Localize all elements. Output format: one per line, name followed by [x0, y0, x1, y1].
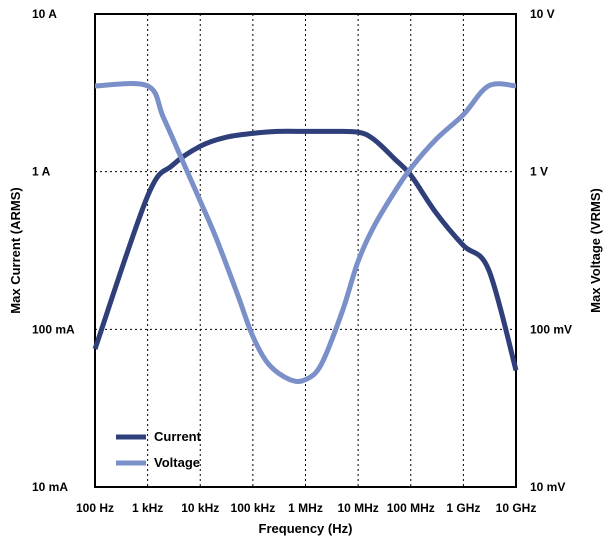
x-tick-label: 10 GHz	[496, 501, 537, 515]
y-left-tick-label: 10 mA	[32, 480, 68, 494]
plot-frame	[94, 13, 517, 488]
x-tick-label: 10 kHz	[181, 501, 219, 515]
y-left-tick-label: 10 A	[32, 7, 57, 21]
x-tick-label: 100 Hz	[76, 501, 114, 515]
y-left-tick-label: 100 mA	[32, 322, 75, 336]
y-right-tick-label: 100 mV	[530, 322, 572, 336]
y-axis-label-left: Max Current (ARMS)	[8, 187, 23, 313]
legend-label-voltage: Voltage	[154, 455, 200, 470]
x-tick-labels: 100 Hz 1 kHz 10 kHz 100 kHz 1 MHz 10 MHz 100 M…	[76, 501, 536, 515]
y-right-tick-label: 1 V	[530, 165, 548, 179]
y-axis-label-right: Max Voltage (VRMS)	[588, 188, 603, 313]
y-right-tick-label: 10 V	[530, 7, 555, 21]
x-tick-label: 100 MHz	[387, 501, 435, 515]
x-tick-label: 1 GHz	[446, 501, 480, 515]
x-tick-label: 100 kHz	[231, 501, 276, 515]
x-tick-label: 1 MHz	[288, 501, 323, 515]
legend-label-current: Current	[154, 429, 202, 444]
x-axis-label: Frequency (Hz)	[259, 521, 353, 536]
y-right-tick-label: 10 mV	[530, 480, 565, 494]
y-left-tick-labels: 10 A 1 A 100 mA 10 mA	[32, 7, 75, 494]
x-tick-label: 1 kHz	[132, 501, 163, 515]
y-right-tick-labels: 10 V 1 V 100 mV 10 mV	[530, 7, 572, 494]
legend: Current Voltage	[116, 429, 202, 470]
grid	[95, 14, 516, 487]
y-left-tick-label: 1 A	[32, 165, 51, 179]
series-layer	[92, 81, 519, 384]
x-tick-label: 10 MHz	[337, 501, 378, 515]
series-line-voltage	[94, 81, 517, 384]
